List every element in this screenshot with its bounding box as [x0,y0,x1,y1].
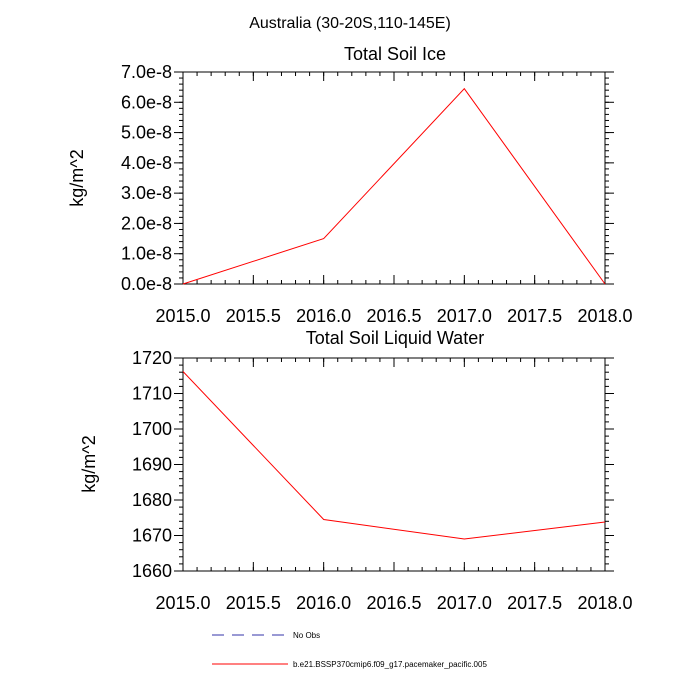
panel-title: Total Soil Liquid Water [306,328,484,348]
y-tick-label: 6.0e-8 [121,92,172,112]
x-tick-label: 2016.0 [296,593,351,613]
series-line [182,87,606,285]
panel-title: Total Soil Ice [344,44,446,64]
y-tick-label: 1700 [132,419,172,439]
y-tick-label: 1670 [132,526,172,546]
y-tick-label: 1690 [132,455,172,475]
y-axis-label: kg/m^2 [67,149,87,206]
x-tick-label: 2017.0 [437,593,492,613]
legend: No Obs b.e21.BSSP370cmip6.f09_g17.pacema… [212,631,487,669]
x-tick-label: 2017.5 [507,593,562,613]
y-tick-label: 7.0e-8 [121,62,172,82]
y-tick-label: 4.0e-8 [121,153,172,173]
legend-label-no-obs: No Obs [293,631,320,640]
y-tick-label: 3.0e-8 [121,183,172,203]
x-tick-label: 2018.0 [577,306,632,326]
y-axis-label: kg/m^2 [79,435,99,492]
x-tick-label: 2017.0 [437,306,492,326]
panel-total-soil-liquid-water: Total Soil Liquid Water kg/m^2 2015.0 201… [79,328,633,613]
x-tick-label: 2016.5 [366,306,421,326]
plot-frame [182,357,606,572]
panel-total-soil-ice: Total Soil Ice kg/m^2 2015.0 2015.5 2016.0… [67,44,633,326]
y-tick-label: 1.0e-8 [121,244,172,264]
y-tick-label: 1720 [132,348,172,368]
y-tick-label: 5.0e-8 [121,123,172,143]
legend-label-model-run: b.e21.BSSP370cmip6.f09_g17.pacemaker_pac… [293,660,487,669]
y-tick-label: 2.0e-8 [121,213,172,233]
y-tick-label: 0.0e-8 [121,274,172,294]
x-tick-label: 2017.5 [507,306,562,326]
x-tick-label: 2016.0 [296,306,351,326]
y-tick-label: 1710 [132,384,172,404]
x-tick-label: 2015.5 [226,593,281,613]
x-tick-label: 2015.0 [155,593,210,613]
series-line [182,371,606,540]
y-tick-label: 1680 [132,490,172,510]
plot-frame [182,71,606,285]
x-tick-label: 2018.0 [577,593,632,613]
y-tick-label: 1660 [132,561,172,581]
x-tick-label: 2015.0 [155,306,210,326]
x-tick-label: 2015.5 [226,306,281,326]
x-tick-label: 2016.5 [366,593,421,613]
figure-title: Australia (30-20S,110-145E) [249,15,451,32]
